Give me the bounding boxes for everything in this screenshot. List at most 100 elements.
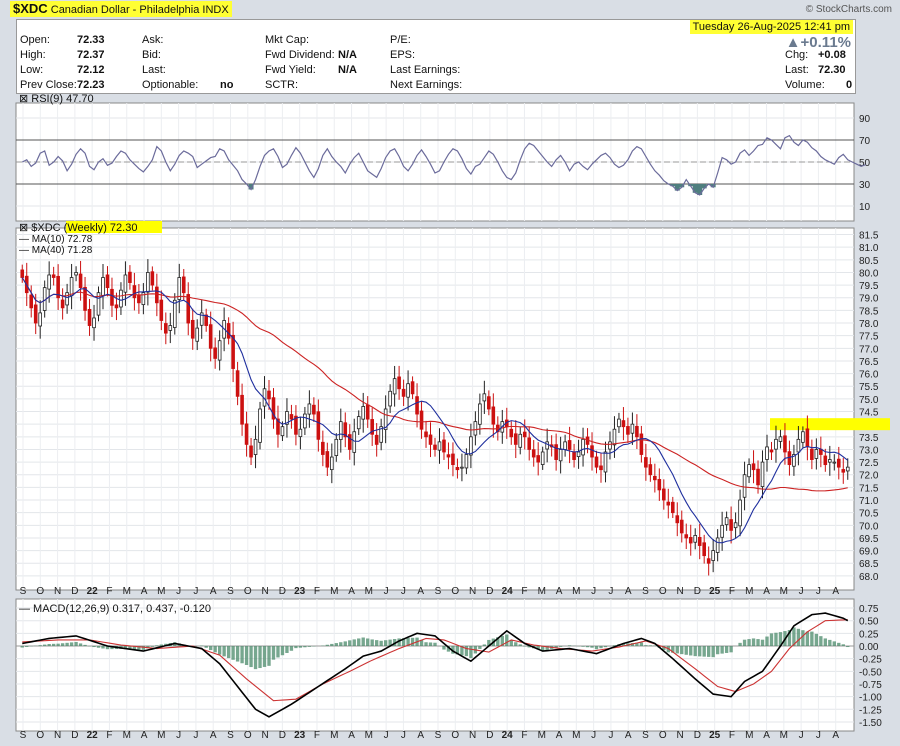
x-tick-label: F [521,730,527,741]
x-tick-label: F [314,730,320,741]
candle-body [271,397,276,420]
y-tick-label: 0.00 [859,642,879,653]
x-tick-label: M [123,730,131,741]
x-tick-label: J [401,730,406,741]
candle-body [563,441,567,450]
candle-body [186,294,191,324]
x-tick-label: J [816,586,821,597]
candle-body [141,292,146,306]
x-tick-label: M [538,730,546,741]
candle-body [828,459,832,463]
x-tick-label: N [54,730,61,741]
candle-body [195,327,200,342]
y-tick-label: 70.0 [859,521,879,532]
x-tick-label: M [157,730,165,741]
candle-body [343,422,348,438]
x-tick-label: J [816,730,821,741]
y-tick-label: 90 [859,114,871,125]
y-tick-label: 78.5 [859,306,879,317]
candle-body [60,299,65,309]
candle-body [172,299,177,328]
x-tick-label: 22 [87,730,99,741]
candle-body [612,428,617,446]
candle-body [137,294,141,304]
x-tick-label: J [176,730,181,741]
x-tick-label: 22 [87,586,99,597]
quote-label: EPS: [390,49,416,61]
candle-body [312,404,316,415]
candle-body [128,271,132,283]
candle-body [581,438,585,456]
panel-2 [15,598,855,732]
candle-body [56,275,60,299]
y-tick-label: 30 [859,180,871,191]
candle-body [208,324,213,349]
candle-body [240,394,244,425]
candle-body [706,558,711,564]
ma40-line [21,277,848,492]
x-tick-label: A [348,586,355,597]
quote-label: Fwd Yield: [265,64,316,76]
y-tick-label: 75.0 [859,395,879,406]
x-tick-label: J [193,586,198,597]
candle-body [455,466,460,471]
col1-row: Prev Close: 72.23 [20,79,105,91]
candle-body [294,415,298,435]
x-tick-label: A [348,730,355,741]
quote-label: SCTR: [265,79,298,91]
y-tick-label: 50 [859,158,871,169]
candle-body [119,289,123,308]
candle-body [662,488,666,501]
y-tick-label: 79.5 [859,281,879,292]
x-tick-label: M [330,586,338,597]
x-tick-label: 23 [294,586,306,597]
x-tick-label: 25 [709,730,721,741]
x-tick-label: M [745,730,753,741]
y-tick-label: 81.5 [859,231,879,242]
quote-label: Fwd Dividend: [265,49,335,61]
candle-body [644,457,648,468]
candle-body [464,454,469,469]
candle-body [446,454,451,458]
x-tick-label: A [210,586,217,597]
quote-label: Mkt Cap: [265,34,310,46]
candle-body [388,390,392,407]
candle-body [509,428,514,438]
col4-row: P/E: [390,34,411,46]
candle-body [181,276,186,294]
x-tick-label: F [729,730,735,741]
candle-body [702,542,706,557]
candle-body [428,434,433,445]
candle-body [783,435,787,453]
y-tick-label: 68.0 [859,572,879,583]
candle-body [356,416,361,430]
x-tick-label: 24 [502,730,514,741]
x-tick-label: J [591,586,596,597]
x-tick-label: N [676,730,683,741]
candle-body [711,550,715,561]
x-tick-label: A [763,586,770,597]
x-tick-label: A [141,730,148,741]
candle-body [482,393,487,402]
quote-value: 72.12 [77,64,105,76]
candle-body [437,441,442,451]
x-tick-label: D [486,730,493,741]
candle-body [630,423,635,434]
stockcharts-logo: © StockCharts.com [805,4,892,15]
x-tick-label: M [330,730,338,741]
candle-body [536,455,540,463]
candle-body [688,537,693,544]
candle-body [599,465,603,471]
candle-body [814,449,819,459]
x-tick-label: A [417,586,424,597]
candle-body [810,448,814,460]
candle-body [370,419,374,435]
candle-body [836,458,841,468]
quote-value: 0 [846,79,853,91]
x-tick-label: J [384,586,389,597]
x-tick-label: O [244,586,252,597]
symbol-name: Canadian Dollar - Philadelphia INDX [50,4,229,16]
candle-body [105,274,110,289]
candle-body [51,274,56,278]
x-tick-label: S [435,730,442,741]
